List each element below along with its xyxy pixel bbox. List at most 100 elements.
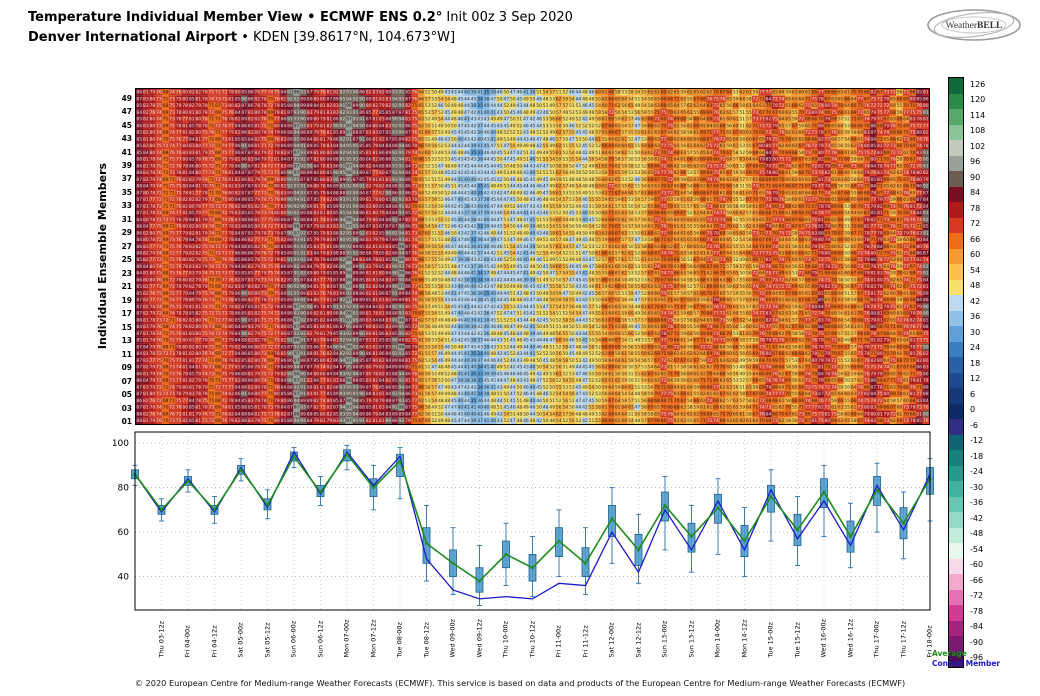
colorbar-tick-label: 6 <box>970 389 976 399</box>
colorbar-tick-label: 18 <box>970 358 981 368</box>
time-tick-label: Wed 09-00z <box>448 618 457 658</box>
average-marker <box>584 561 587 565</box>
colorbar-tick-label: 72 <box>970 219 981 229</box>
member-tick-label: 49 <box>121 93 132 103</box>
colorbar-segment <box>949 636 963 652</box>
logo-swirl-outer <box>927 9 1021 41</box>
colorbar-tick-label: -54 <box>970 544 984 554</box>
colorbar-segment <box>949 264 963 280</box>
average-marker <box>345 452 349 456</box>
time-tick-label: Fri 11-12z <box>581 625 589 658</box>
member-tick-label: 23 <box>121 268 132 278</box>
colorbar-segment <box>949 109 963 125</box>
colorbar-segment <box>949 310 963 326</box>
colorbar-segment <box>949 512 963 528</box>
page-title: Temperature Individual Member View • ECM… <box>28 10 443 25</box>
colorbar-tick-label: 30 <box>970 327 981 337</box>
average-marker <box>875 488 879 492</box>
colorbar-tick-label: 66 <box>970 234 981 244</box>
colorbar-segment <box>949 388 963 404</box>
average-marker <box>398 459 402 463</box>
time-tick-label: Mon 14-00z <box>713 619 722 658</box>
member-tick-label: 39 <box>121 161 132 170</box>
colorbar-tick-label: -6 <box>970 420 978 430</box>
average-marker <box>266 504 269 507</box>
time-tick-label: Thu 03-12z <box>157 620 165 658</box>
member-tick-label: 37 <box>121 174 132 184</box>
member-tick-label: 11 <box>121 349 132 359</box>
member-tick-label: 09 <box>121 363 132 373</box>
member-tick-label: 01 <box>121 417 132 427</box>
colorbar-segment <box>949 434 963 450</box>
colorbar-tick-label: 54 <box>970 265 981 275</box>
average-marker <box>319 490 322 494</box>
colorbar-tick-label: 120 <box>970 95 986 105</box>
member-tick-label: 43 <box>121 134 132 144</box>
chart-frame <box>134 431 931 611</box>
colorbar-segment <box>949 481 963 497</box>
time-tick-label: Sat 12-00z <box>607 622 616 658</box>
time-tick-label: Sun 13-12z <box>687 620 695 658</box>
header: Temperature Individual Member View • ECM… <box>28 8 573 48</box>
time-tick-label: Sun 06-12z <box>316 620 324 658</box>
colorbar-segment <box>949 527 963 543</box>
colorbar-segment <box>949 620 963 636</box>
member-tick-label: 19 <box>121 295 132 305</box>
logo-text-weather: Weather <box>946 21 978 31</box>
colorbar-tick-label: 84 <box>970 188 981 198</box>
member-tick-label: 07 <box>121 376 132 386</box>
colorbar-segment <box>949 496 963 512</box>
colorbar-segment <box>949 295 963 311</box>
init-time: Init 00z 3 Sep 2020 <box>442 10 573 25</box>
average-marker <box>822 490 826 494</box>
member-tick-label: 47 <box>121 107 132 117</box>
colorbar-tick-label: -60 <box>970 560 984 570</box>
colorbar-segment <box>949 279 963 295</box>
average-marker <box>292 455 296 458</box>
time-tick-label: Tue 08-00z <box>395 622 404 658</box>
time-tick-label: Mon 07-00z <box>342 619 351 658</box>
time-tick-label: Fri 04-12z <box>210 625 218 658</box>
legend-control: Control Member <box>932 658 1001 668</box>
time-tick-label: Thu 17-00z <box>872 620 881 658</box>
colorbar-tick-label: 96 <box>970 157 981 167</box>
colorbar-segment <box>949 543 963 559</box>
chart-legend: Average Control Member <box>932 649 1000 668</box>
y-tick-label: 80 <box>118 484 130 494</box>
average-marker <box>902 521 905 525</box>
colorbar-tick-label: -18 <box>970 451 984 461</box>
colorbar-tick-label: 114 <box>970 110 986 120</box>
average-marker <box>186 479 190 483</box>
legend-average: Average <box>932 649 967 658</box>
colorbar-segment <box>949 558 963 574</box>
member-tick-label: 29 <box>121 228 132 238</box>
station-name: Denver International Airport <box>28 30 238 45</box>
average-marker <box>478 579 481 583</box>
time-tick-label: Wed 16-12z <box>846 618 854 658</box>
logo-text-bell: BELL <box>977 21 1002 31</box>
time-tick-label: Sun 13-00z <box>660 620 669 658</box>
average-marker <box>769 495 773 498</box>
logo-text: WeatherBELL <box>946 21 1003 31</box>
time-tick-label: Sat 05-00z <box>236 622 245 658</box>
colorbar-tick-label: 0 <box>970 405 976 415</box>
colorbar-tick-label: -30 <box>970 482 984 492</box>
average-marker <box>213 508 216 512</box>
colorbar-segment <box>949 651 963 667</box>
colorbar-tick-label: 42 <box>970 296 981 306</box>
colorbar-tick-label: 60 <box>970 250 981 260</box>
member-tick-label: 35 <box>121 187 132 197</box>
y-tick-label: 60 <box>118 528 130 538</box>
member-tick-label: 25 <box>121 255 132 265</box>
member-tick-label: 13 <box>121 336 132 346</box>
colorbar-segment <box>949 574 963 590</box>
colorbar-segment <box>949 248 963 264</box>
colorbar-tick-label: 12 <box>970 374 981 384</box>
average-marker <box>690 535 693 538</box>
time-tick-label: Tue 15-00z <box>766 622 775 658</box>
control-line <box>134 450 931 600</box>
colorbar-segment <box>949 326 963 342</box>
average-marker <box>160 508 163 512</box>
colorbar-segment <box>949 465 963 481</box>
